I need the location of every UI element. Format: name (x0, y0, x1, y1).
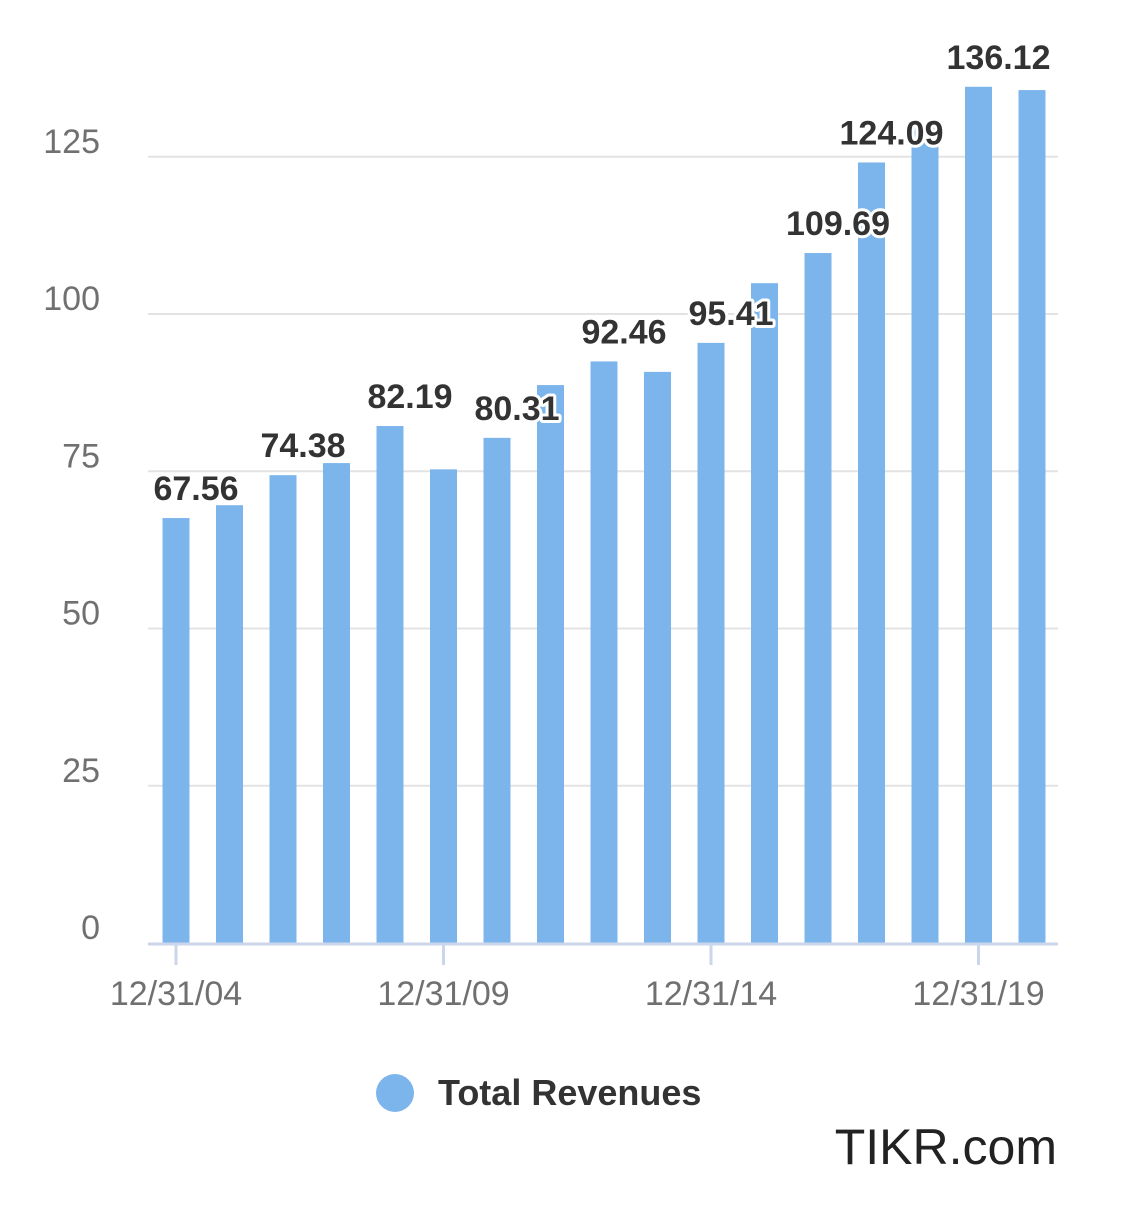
data-labels: 67.56 74.38 82.19 80.31 92.46 95.41 109.69 124.… (150, 36, 1053, 511)
x-tick-label: 12/31/09 (377, 975, 509, 1013)
y-axis-tick-labels: 0 25 50 75 100 125 (43, 123, 100, 947)
credit-text: TIKR.com (834, 1119, 1057, 1175)
bar-12/31/04[interactable] (162, 518, 190, 943)
bar-12/31/17[interactable] (858, 162, 885, 944)
data-label: 74.38 (260, 427, 345, 465)
bar-12/31/11[interactable] (537, 385, 564, 943)
bars (162, 86, 1046, 944)
x-tick-label: 12/31/04 (110, 975, 242, 1013)
x-axis: 12/31/04 12/31/09 12/31/14 12/31/19 (110, 942, 1058, 1013)
y-tick-label: 75 (62, 437, 100, 475)
data-label: 92.46 (581, 313, 666, 351)
data-label: 82.19 (367, 378, 452, 416)
y-tick-label: 50 (62, 595, 100, 633)
bar-12/31/09[interactable] (430, 469, 457, 943)
y-tick-label: 125 (43, 123, 100, 161)
bar-12/31/19[interactable] (965, 86, 992, 944)
y-tick-label: 100 (43, 280, 100, 318)
x-tick-label: 12/31/19 (912, 975, 1044, 1013)
bar-12/31/14[interactable] (697, 342, 725, 943)
bar-12/31/10[interactable] (483, 437, 511, 943)
y-tick-label: 0 (81, 909, 100, 947)
bar-12/31/20[interactable] (1018, 90, 1046, 944)
data-label: 80.31 (474, 390, 559, 428)
data-label: 67.56 (153, 470, 238, 508)
legend[interactable]: Total Revenues (376, 1072, 701, 1114)
data-label: 109.69 (786, 205, 890, 243)
data-label: 124.09 (840, 114, 944, 152)
bar-12/31/16[interactable] (804, 253, 832, 943)
data-label: 136.12 (947, 39, 1051, 77)
bar-12/31/07[interactable] (323, 463, 350, 943)
bar-12/31/15[interactable] (751, 283, 778, 944)
x-tick-label: 12/31/14 (645, 975, 777, 1013)
bar-12/31/08[interactable] (376, 426, 404, 943)
y-tick-label: 25 (62, 752, 100, 790)
bar-12/31/05[interactable] (216, 505, 243, 943)
bar-12/31/13[interactable] (644, 371, 671, 943)
legend-marker-icon (376, 1074, 414, 1112)
bar-12/31/06[interactable] (269, 475, 297, 943)
bar-12/31/12[interactable] (590, 361, 618, 943)
data-label: 95.41 (688, 295, 773, 333)
bar-12/31/18[interactable] (911, 126, 939, 944)
legend-label: Total Revenues (438, 1072, 702, 1113)
